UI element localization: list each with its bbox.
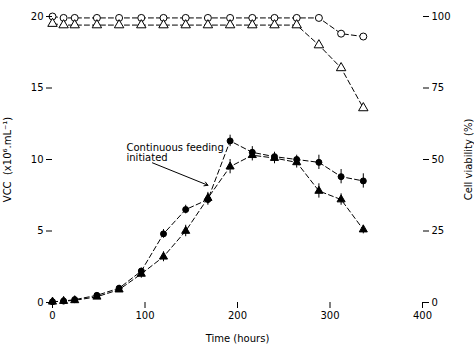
svg-text:20: 20: [31, 11, 44, 22]
svg-text:5: 5: [37, 225, 43, 236]
svg-text:50: 50: [432, 154, 445, 165]
svg-text:0: 0: [37, 297, 43, 308]
svg-text:100: 100: [135, 310, 154, 321]
svg-text:Continuous feedinginitiated: Continuous feedinginitiated: [127, 142, 224, 163]
svg-text:VCC (x10⁶.mL⁻¹): VCC (x10⁶.mL⁻¹): [2, 117, 13, 202]
svg-text:300: 300: [320, 310, 339, 321]
svg-text:75: 75: [432, 82, 445, 93]
svg-text:0: 0: [432, 297, 438, 308]
svg-text:15: 15: [31, 82, 44, 93]
svg-text:25: 25: [432, 225, 445, 236]
svg-text:Cell viability (%): Cell viability (%): [463, 119, 474, 201]
svg-text:400: 400: [413, 310, 432, 321]
svg-text:200: 200: [228, 310, 247, 321]
svg-text:100: 100: [432, 11, 451, 22]
svg-text:Time (hours): Time (hours): [205, 333, 270, 344]
svg-text:0: 0: [49, 310, 55, 321]
svg-text:10: 10: [31, 154, 44, 165]
